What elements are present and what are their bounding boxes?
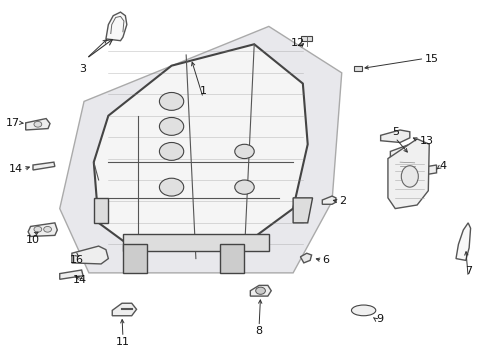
Text: 15: 15: [424, 54, 438, 64]
Text: 12: 12: [290, 38, 305, 48]
Circle shape: [159, 178, 183, 196]
Polygon shape: [106, 12, 126, 41]
Text: 6: 6: [322, 255, 328, 265]
Text: 13: 13: [419, 136, 433, 146]
Polygon shape: [389, 144, 421, 191]
Circle shape: [255, 287, 265, 294]
Polygon shape: [28, 223, 57, 237]
Polygon shape: [250, 285, 271, 296]
Circle shape: [34, 121, 41, 127]
Text: 9: 9: [375, 314, 382, 324]
Text: 11: 11: [116, 337, 130, 347]
Circle shape: [234, 144, 254, 158]
Polygon shape: [33, 162, 55, 170]
Ellipse shape: [401, 166, 417, 187]
Bar: [353, 66, 361, 71]
Circle shape: [34, 226, 41, 232]
Polygon shape: [94, 198, 108, 223]
Text: 1: 1: [199, 86, 206, 96]
Polygon shape: [60, 270, 83, 279]
Polygon shape: [322, 196, 335, 204]
Circle shape: [159, 143, 183, 160]
Polygon shape: [387, 139, 428, 208]
Text: 3: 3: [80, 64, 86, 74]
Circle shape: [43, 226, 51, 232]
Text: 5: 5: [391, 127, 398, 137]
Circle shape: [234, 180, 254, 194]
Polygon shape: [94, 44, 307, 251]
Polygon shape: [26, 118, 50, 130]
Polygon shape: [60, 26, 341, 273]
Text: 4: 4: [438, 161, 445, 171]
Text: 8: 8: [255, 327, 262, 337]
Polygon shape: [300, 253, 311, 263]
Text: 10: 10: [26, 235, 40, 246]
Bar: [301, 36, 311, 41]
Text: 17: 17: [6, 118, 20, 128]
Polygon shape: [122, 244, 147, 273]
Polygon shape: [72, 246, 108, 264]
Text: 7: 7: [464, 266, 471, 276]
Polygon shape: [292, 198, 312, 223]
Polygon shape: [455, 223, 469, 260]
Polygon shape: [122, 234, 268, 251]
Text: 2: 2: [339, 197, 346, 206]
Polygon shape: [220, 244, 244, 273]
Text: 14: 14: [72, 275, 86, 285]
Circle shape: [159, 93, 183, 111]
Text: 16: 16: [70, 255, 83, 265]
Ellipse shape: [351, 305, 375, 316]
Text: 14: 14: [9, 164, 23, 174]
Polygon shape: [112, 303, 136, 316]
Polygon shape: [380, 130, 409, 143]
Polygon shape: [414, 165, 436, 176]
Circle shape: [159, 117, 183, 135]
